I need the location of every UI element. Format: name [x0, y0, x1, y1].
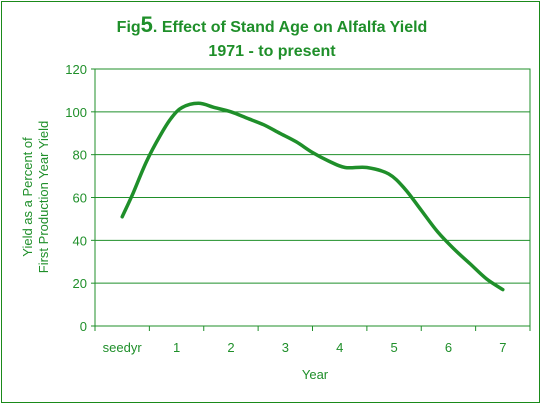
gridlines [95, 111, 530, 284]
y-tick-label: 40 [73, 233, 87, 248]
x-axis-label: Year [302, 367, 329, 382]
x-axis-ticks: seedyr 1 2 3 4 5 6 7 [94, 326, 531, 355]
chart-subtitle: 1971 - to present [208, 43, 336, 60]
x-tick-label: 6 [445, 340, 452, 355]
chart-title: Fig5. Effect of Stand Age on Alfalfa Yie… [117, 12, 428, 37]
y-axis-label: Yield as a Percent of First Production Y… [20, 121, 51, 273]
title-number: 5 [141, 12, 153, 37]
x-tick-label: 7 [499, 340, 506, 355]
x-tick-label: 5 [390, 340, 397, 355]
series-line [120, 101, 505, 292]
x-tick-label: 2 [227, 340, 234, 355]
y-axis-label-line2: First Production Year Yield [36, 121, 51, 273]
x-tick-label: 4 [336, 340, 343, 355]
x-tick-label: 3 [282, 340, 289, 355]
y-tick-label: 120 [65, 62, 87, 77]
y-tick-label: 20 [73, 276, 87, 291]
y-tick-label: 60 [73, 191, 87, 206]
y-tick-label: 100 [65, 105, 87, 120]
title-prefix: Fig [117, 19, 141, 36]
y-axis-label-line1: Yield as a Percent of [20, 137, 35, 257]
title-main: . Effect of Stand Age on Alfalfa Yield [153, 19, 427, 36]
x-tick-label: 1 [173, 340, 180, 355]
x-tick-label: seedyr [103, 340, 143, 355]
y-axis-ticks: 0 20 40 60 80 100 120 [65, 62, 95, 334]
y-tick-label: 0 [80, 319, 87, 334]
y-tick-label: 80 [73, 148, 87, 163]
